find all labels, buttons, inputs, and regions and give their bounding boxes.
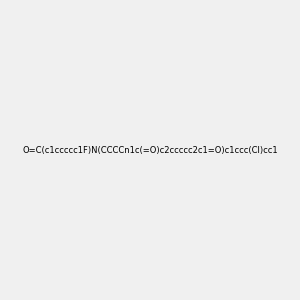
Text: O=C(c1ccccc1F)N(CCCCn1c(=O)c2ccccc2c1=O)c1ccc(Cl)cc1: O=C(c1ccccc1F)N(CCCCn1c(=O)c2ccccc2c1=O)… — [22, 146, 278, 154]
